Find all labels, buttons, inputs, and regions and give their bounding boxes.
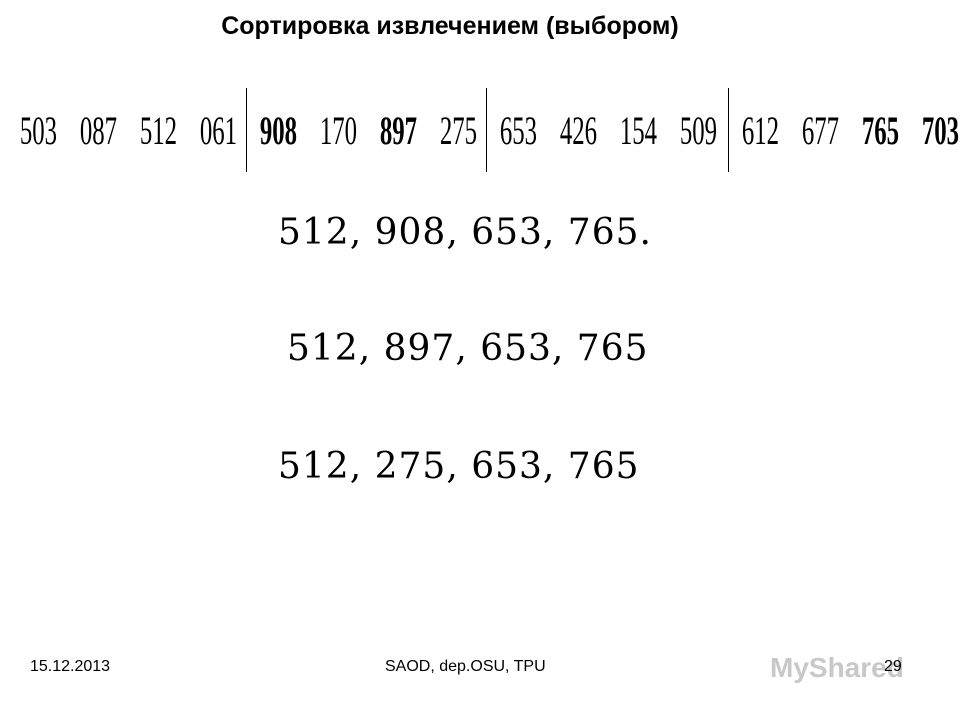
sequence-number: 908 (259, 107, 298, 153)
group-separator (486, 88, 487, 172)
page-number: 29 (884, 658, 902, 675)
slide-title: Сортировка извлечением (выбором) (221, 12, 679, 40)
sequence-number: 765 (861, 107, 900, 153)
sequence-number: 170 (319, 107, 358, 153)
step-line: 512, 897, 653, 765 (287, 328, 649, 369)
sequence-number: 426 (559, 107, 598, 153)
number-group: 653 426 154 509 (490, 88, 722, 172)
footer-date: 15.12.2013 (30, 658, 111, 675)
group-separator (728, 88, 729, 172)
sequence-number: 503 (19, 107, 58, 153)
group-separator (246, 88, 247, 172)
footer-center: SAOD, dep.OSU, TPU (385, 658, 546, 675)
number-group: 503 087 512 061 (10, 88, 242, 172)
step-line: 512, 908, 653, 765. (278, 212, 652, 253)
number-sequence: 503 087 512 061 908 170 897 275 653 426 154 509 612 6… (10, 88, 960, 172)
watermark: MyShared (770, 652, 904, 683)
sequence-number: 677 (801, 107, 840, 153)
step-line: 512, 275, 653, 765 (278, 446, 640, 487)
sequence-number: 061 (199, 107, 238, 153)
sequence-number: 509 (679, 107, 718, 153)
sequence-number: 653 (499, 107, 538, 153)
number-group: 908 170 897 275 (250, 88, 482, 172)
number-group: 612 677 765 703 (732, 88, 960, 172)
sequence-number: 275 (439, 107, 478, 153)
sequence-number: 512 (139, 107, 178, 153)
sequence-number: 087 (79, 107, 118, 153)
sequence-number: 703 (921, 107, 960, 153)
sequence-number: 154 (619, 107, 658, 153)
sequence-number: 897 (379, 107, 418, 153)
sequence-number: 612 (741, 107, 780, 153)
